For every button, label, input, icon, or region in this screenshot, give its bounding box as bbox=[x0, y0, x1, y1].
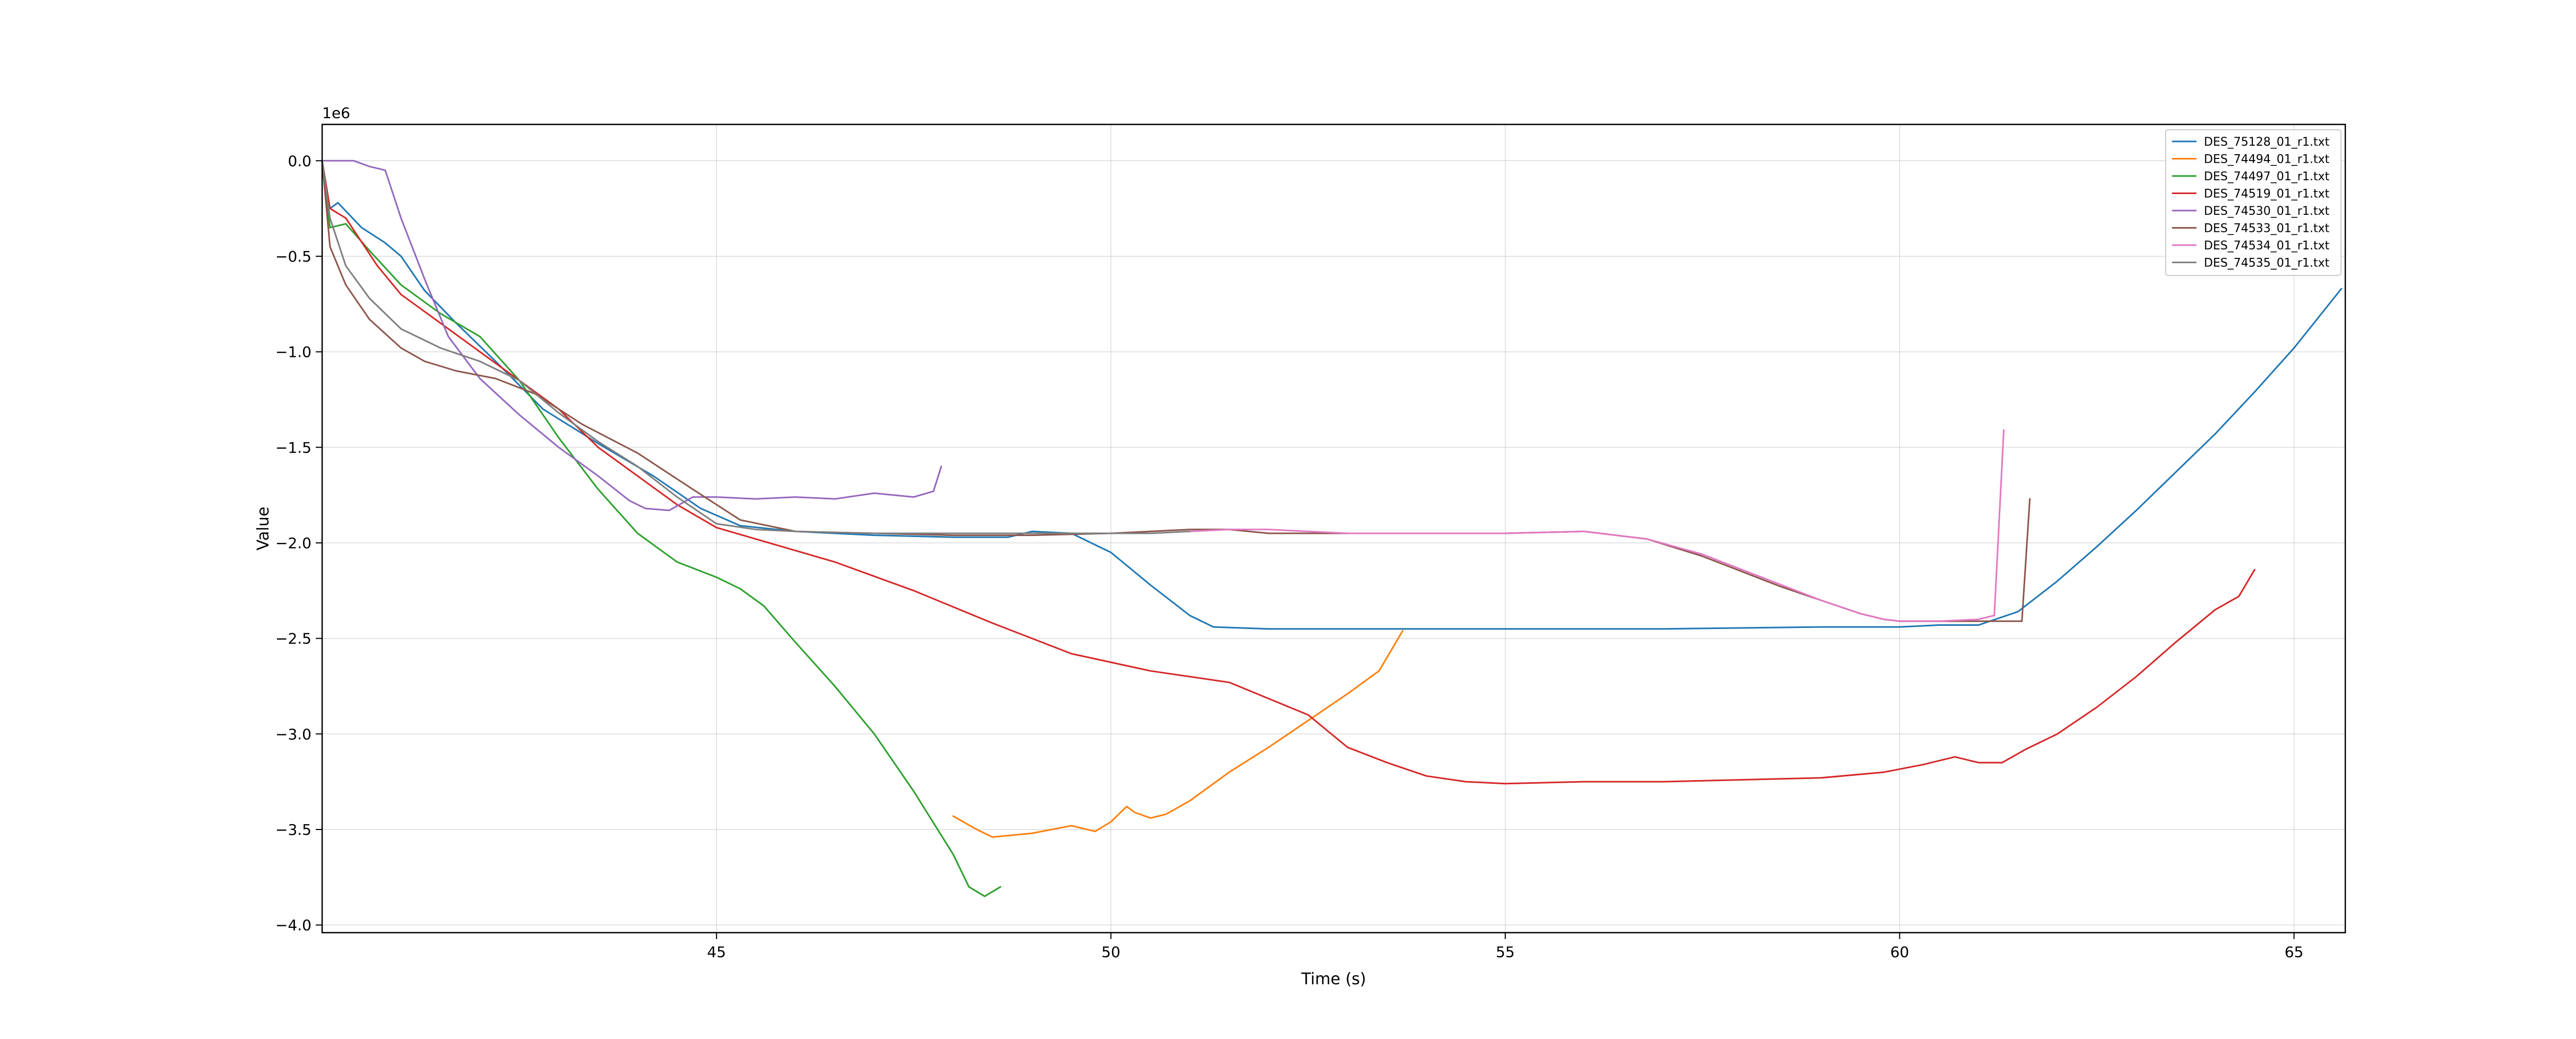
series-line-2 bbox=[952, 630, 1404, 838]
x-tick-label: 55 bbox=[1496, 943, 1515, 961]
legend-label: DES_74533_01_r1.txt bbox=[2204, 222, 2329, 236]
x-tick-label: 45 bbox=[707, 943, 726, 961]
y-tick-label: −2.5 bbox=[275, 630, 312, 648]
x-tick-label: 50 bbox=[1101, 943, 1121, 961]
legend-label: DES_74535_01_r1.txt bbox=[2204, 257, 2329, 270]
y-tick-label: −3.5 bbox=[275, 821, 312, 839]
y-tick-label: 0.0 bbox=[288, 152, 312, 170]
series-line-8 bbox=[321, 160, 1191, 534]
series-line-3 bbox=[321, 160, 1001, 898]
y-tick-label: −1.0 bbox=[275, 343, 312, 361]
series-line-1 bbox=[321, 160, 2343, 630]
y-offset-text: 1e6 bbox=[322, 104, 350, 122]
legend: DES_75128_01_r1.txt DES_74494_01_r1.txt DE… bbox=[2165, 129, 2342, 276]
legend-label: DES_74519_01_r1.txt bbox=[2204, 188, 2329, 201]
x-axis-label: Time (s) bbox=[1301, 970, 1366, 988]
legend-label: DES_75128_01_r1.txt bbox=[2204, 136, 2329, 149]
series-line-4 bbox=[321, 160, 2255, 785]
x-tick-label: 60 bbox=[1890, 943, 1909, 961]
ticks: 45 50 55 60 65 0.0 −0.5 −1.0 −1.5 −2.0 −2.5 −3.0 −3.… bbox=[275, 152, 2303, 961]
y-tick-label: −2.0 bbox=[275, 534, 312, 552]
grid bbox=[322, 124, 2345, 933]
series-line-7 bbox=[1189, 429, 2005, 622]
series-group bbox=[321, 160, 2343, 898]
y-tick-label: −3.0 bbox=[275, 725, 312, 743]
y-tick-label: −0.5 bbox=[275, 248, 312, 265]
plot-frame bbox=[321, 123, 2346, 934]
x-tick-label: 65 bbox=[2285, 943, 2304, 961]
y-axis-label: Value bbox=[254, 507, 273, 550]
legend-label: DES_74497_01_r1.txt bbox=[2204, 170, 2329, 183]
y-tick-label: −4.0 bbox=[275, 917, 312, 934]
legend-label: DES_74494_01_r1.txt bbox=[2204, 153, 2329, 166]
y-tick-label: −1.5 bbox=[275, 439, 312, 456]
legend-label: DES_74530_01_r1.txt bbox=[2204, 205, 2329, 218]
legend-box bbox=[2165, 129, 2342, 276]
series-line-5 bbox=[321, 160, 942, 512]
legend-label: DES_74534_01_r1.txt bbox=[2204, 239, 2329, 253]
series-line-6 bbox=[321, 160, 2031, 622]
